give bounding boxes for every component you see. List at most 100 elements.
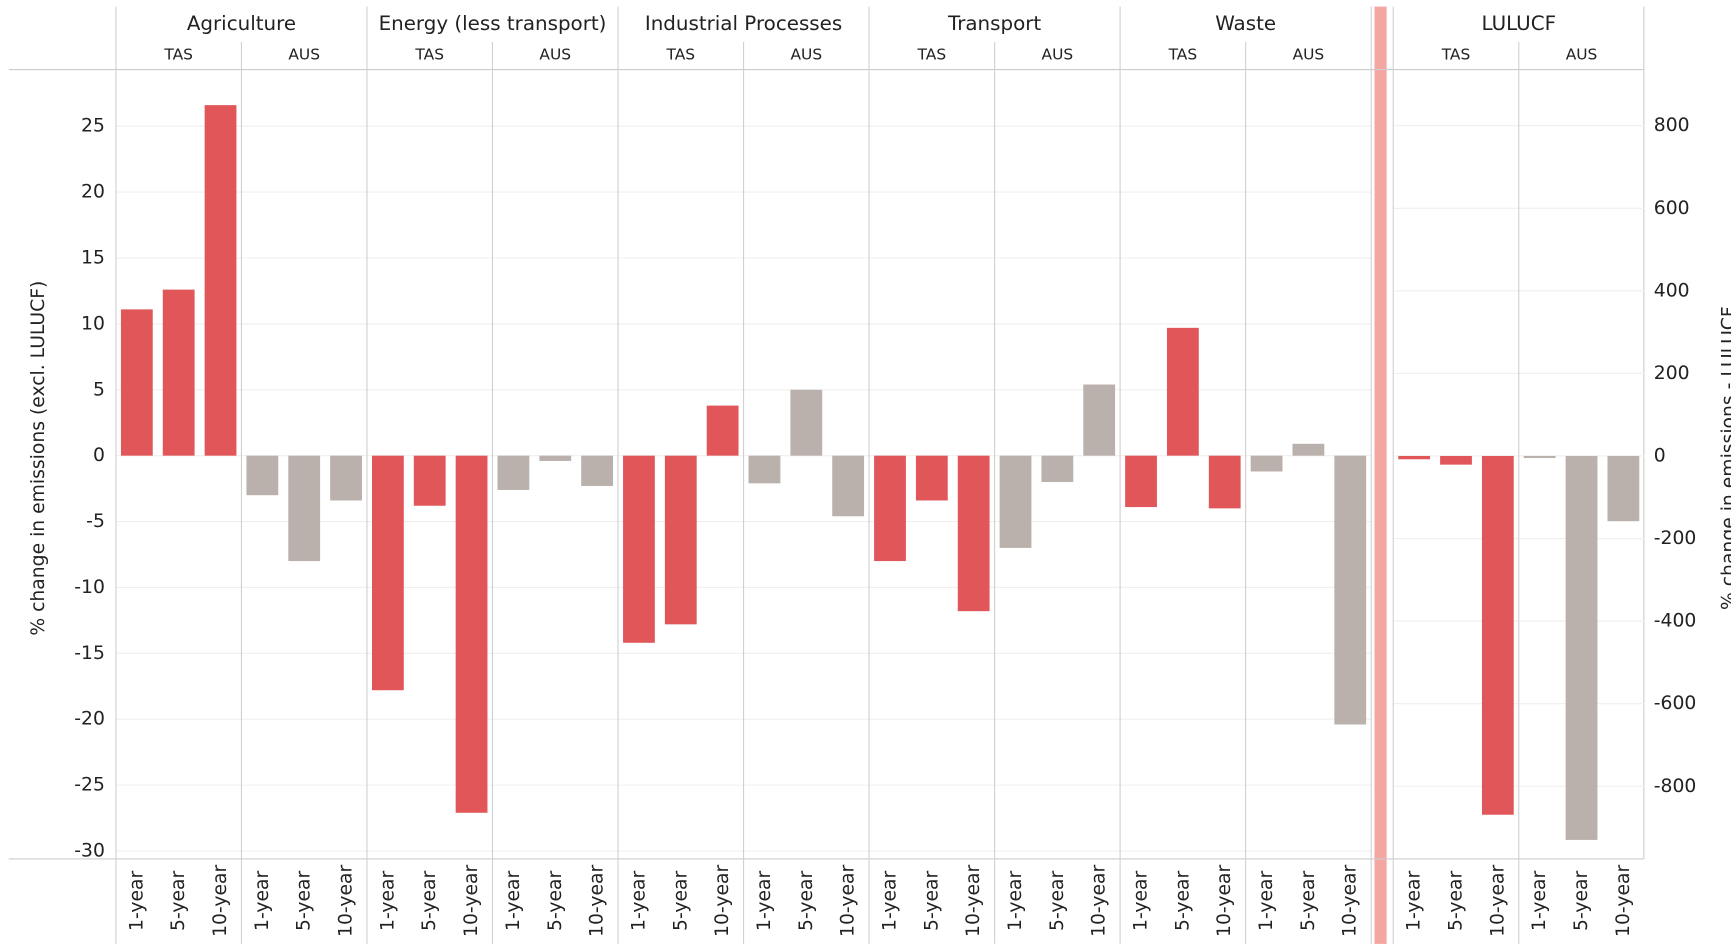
y-tick-label: 10 (81, 313, 105, 334)
x-tick-label: 10-year (963, 865, 984, 937)
x-tick-label: 10-year (1214, 865, 1235, 937)
y-tick-label: -5 (86, 511, 105, 532)
group-label: TAS (163, 46, 193, 64)
y2-tick-label: -400 (1654, 611, 1697, 632)
bar (371, 455, 404, 691)
bar (581, 455, 613, 486)
chart-body: % change in emissions (excl. LULUCF) % c… (8, 6, 1731, 944)
bar (539, 455, 572, 461)
bar (1166, 327, 1199, 456)
x-tick-label: 10-year (1487, 865, 1508, 937)
group-label: AUS (288, 46, 320, 64)
group-label: TAS (917, 46, 947, 64)
x-tick-label: 10-year (336, 865, 357, 937)
x-tick-label: 1-year (126, 870, 147, 930)
panel-title: Energy (less transport) (379, 12, 607, 35)
x-tick-label: 5-year (1047, 870, 1068, 930)
x-tick-label: 5-year (545, 870, 566, 930)
x-tick-label: 1-year (1529, 870, 1550, 930)
x-tick-label: 5-year (168, 870, 189, 930)
bar (748, 455, 781, 484)
bar (1607, 455, 1640, 522)
y2-tick-label: -200 (1654, 528, 1697, 549)
y2-tick-label: 600 (1654, 198, 1690, 219)
y2-tick-label: -600 (1654, 693, 1697, 714)
bar (1334, 455, 1367, 725)
x-tick-label: 10-year (838, 865, 859, 937)
x-tick-label: 1-year (1131, 870, 1152, 930)
separator (1374, 6, 1387, 944)
y-tick-label: 25 (81, 116, 105, 137)
bar (623, 455, 655, 643)
x-tick-label: 5-year (670, 870, 691, 930)
bar (1398, 455, 1431, 460)
bar (330, 455, 362, 501)
x-tick-label: 1-year (1404, 870, 1425, 930)
bar (874, 455, 906, 562)
x-tick-label: 10-year (461, 865, 482, 937)
x-tick-label: 10-year (587, 865, 608, 937)
bar (790, 389, 823, 456)
bar (497, 455, 530, 490)
x-tick-label: 1-year (377, 870, 398, 930)
x-tick-label: 5-year (1571, 870, 1592, 930)
y2-tick-label: -800 (1654, 776, 1697, 797)
x-tick-label: 5-year (294, 870, 315, 930)
y2-tick-label: 0 (1654, 445, 1666, 466)
x-tick-label: 10-year (1089, 865, 1110, 937)
x-tick-label: 10-year (1340, 865, 1361, 937)
group-label: AUS (790, 46, 822, 64)
bar (957, 455, 990, 612)
bar (162, 289, 195, 456)
x-tick-label: 1-year (754, 870, 775, 930)
x-tick-label: 10-year (1613, 865, 1634, 937)
group-label: TAS (1168, 46, 1198, 64)
y-tick-label: -20 (74, 709, 105, 730)
x-tick-label: 1-year (252, 870, 273, 930)
x-tick-label: 1-year (503, 870, 524, 930)
group-label: TAS (414, 46, 444, 64)
bar (204, 105, 237, 456)
bar (1523, 455, 1556, 459)
x-tick-label: 5-year (921, 870, 942, 930)
bar (706, 405, 739, 456)
y-tick-label: -25 (74, 775, 105, 796)
y-tick-label: -30 (74, 841, 105, 862)
x-tick-label: 5-year (419, 870, 440, 930)
bar (1250, 455, 1283, 472)
bar (832, 455, 865, 517)
bar (1565, 455, 1598, 840)
y-tick-label: -10 (74, 577, 105, 598)
bar (664, 455, 697, 625)
y-tick-label: -15 (74, 643, 105, 664)
y-tick-label: 20 (81, 182, 105, 203)
y2-axis-label: % change in emissions - LULUCF (1718, 306, 1731, 610)
panel-title: Industrial Processes (645, 12, 842, 35)
group-label: AUS (1566, 46, 1598, 64)
x-tick-label: 10-year (712, 865, 733, 937)
group-label: TAS (1441, 46, 1471, 64)
bar (1125, 455, 1157, 508)
panel-title: Transport (947, 12, 1041, 35)
x-tick-label: 1-year (1256, 870, 1277, 930)
panel-title: Agriculture (187, 12, 296, 35)
bar (1041, 455, 1074, 483)
bar (1208, 455, 1241, 509)
panel-title: LULUCF (1482, 12, 1557, 35)
y-axis-label: % change in emissions (excl. LULUCF) (28, 281, 49, 636)
group-label: AUS (1293, 46, 1325, 64)
bar (246, 455, 279, 496)
y2-tick-label: 800 (1654, 115, 1690, 136)
bar (1440, 455, 1472, 465)
bar (120, 309, 153, 456)
bar (1292, 443, 1325, 456)
bar (455, 455, 488, 813)
x-tick-label: 1-year (1005, 870, 1026, 930)
bar (1083, 384, 1116, 456)
x-tick-label: 1-year (628, 870, 649, 930)
y2-tick-label: 400 (1654, 280, 1690, 301)
y-tick-label: 15 (81, 247, 105, 268)
group-label: AUS (1042, 46, 1074, 64)
group-label: TAS (665, 46, 695, 64)
